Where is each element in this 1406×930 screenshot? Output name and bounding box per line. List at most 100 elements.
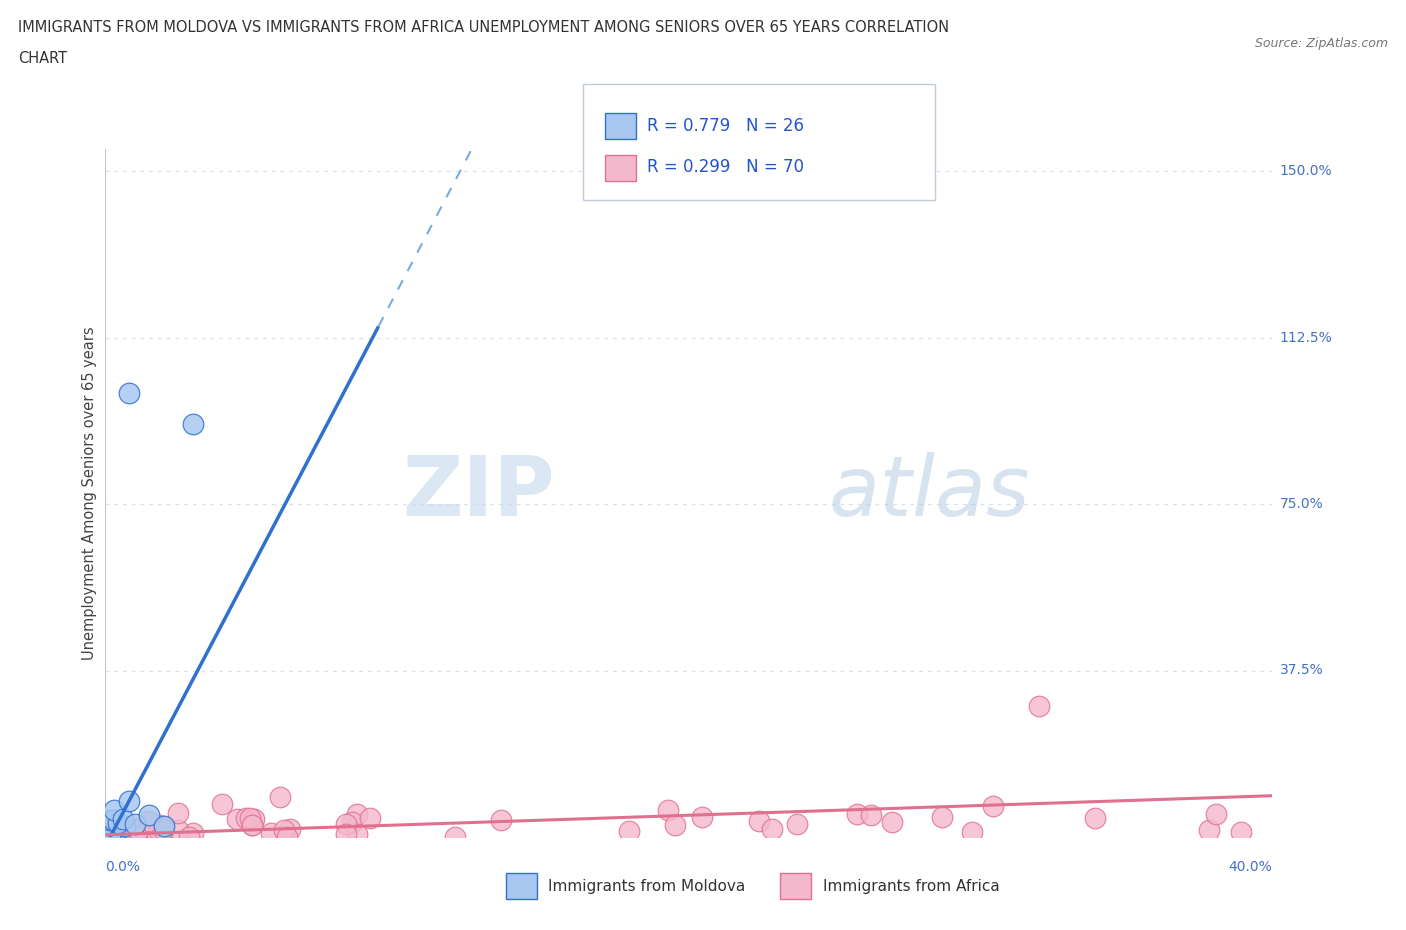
- Point: [444, 830, 467, 844]
- Point: [98, 826, 121, 841]
- Point: [335, 817, 357, 831]
- Point: [96, 826, 118, 841]
- Point: [111, 823, 134, 838]
- Point: [100, 826, 122, 841]
- Point: [346, 806, 368, 821]
- Text: Immigrants from Moldova: Immigrants from Moldova: [548, 879, 745, 894]
- Point: [148, 817, 170, 832]
- Text: 37.5%: 37.5%: [1279, 663, 1323, 677]
- Point: [1028, 698, 1050, 713]
- Point: [100, 819, 122, 834]
- Point: [97, 827, 120, 842]
- Text: 150.0%: 150.0%: [1279, 164, 1331, 178]
- Point: [114, 819, 136, 834]
- Point: [127, 823, 149, 838]
- Point: [114, 822, 136, 837]
- Point: [107, 819, 129, 834]
- Point: [260, 826, 283, 841]
- Point: [1229, 824, 1251, 839]
- Point: [692, 810, 714, 825]
- Point: [96, 823, 118, 838]
- Point: [181, 825, 204, 840]
- Point: [111, 812, 134, 827]
- Point: [240, 817, 263, 832]
- Point: [243, 812, 266, 827]
- Point: [100, 827, 122, 842]
- Point: [748, 814, 770, 829]
- Text: R = 0.299   N = 70: R = 0.299 N = 70: [647, 158, 804, 177]
- Point: [619, 824, 641, 839]
- Point: [179, 830, 201, 844]
- Point: [103, 830, 125, 844]
- Point: [664, 817, 686, 832]
- Text: 0.0%: 0.0%: [105, 860, 141, 874]
- Point: [166, 823, 188, 838]
- Text: IMMIGRANTS FROM MOLDOVA VS IMMIGRANTS FROM AFRICA UNEMPLOYMENT AMONG SENIORS OVE: IMMIGRANTS FROM MOLDOVA VS IMMIGRANTS FR…: [18, 20, 949, 35]
- Y-axis label: Unemployment Among Seniors over 65 years: Unemployment Among Seniors over 65 years: [82, 326, 97, 659]
- Point: [273, 822, 295, 837]
- Point: [107, 816, 129, 830]
- Point: [101, 825, 124, 840]
- Point: [100, 829, 122, 844]
- Point: [103, 820, 125, 835]
- Point: [101, 829, 124, 844]
- Point: [1198, 822, 1220, 837]
- Point: [276, 830, 298, 844]
- Point: [278, 821, 301, 836]
- Point: [103, 803, 125, 817]
- Point: [489, 813, 512, 828]
- Point: [131, 819, 153, 834]
- Point: [225, 812, 247, 827]
- Point: [962, 825, 984, 840]
- Text: atlas: atlas: [830, 452, 1031, 534]
- Point: [94, 826, 117, 841]
- Text: 40.0%: 40.0%: [1229, 860, 1272, 874]
- Point: [761, 822, 783, 837]
- Point: [167, 805, 190, 820]
- Text: Source: ZipAtlas.com: Source: ZipAtlas.com: [1254, 37, 1388, 50]
- Point: [657, 803, 679, 817]
- Point: [335, 827, 357, 842]
- Point: [859, 807, 882, 822]
- Point: [269, 790, 292, 804]
- Text: 75.0%: 75.0%: [1279, 497, 1323, 511]
- Point: [138, 807, 160, 822]
- Point: [101, 827, 124, 842]
- Point: [235, 811, 257, 826]
- Point: [98, 828, 121, 843]
- Text: 112.5%: 112.5%: [1279, 330, 1333, 344]
- Point: [983, 799, 1005, 814]
- Text: R = 0.779   N = 26: R = 0.779 N = 26: [647, 116, 804, 135]
- Point: [152, 822, 174, 837]
- Point: [1205, 806, 1227, 821]
- Point: [114, 818, 136, 833]
- Point: [94, 827, 117, 842]
- Point: [125, 829, 148, 844]
- Point: [181, 417, 204, 432]
- Point: [101, 813, 124, 828]
- Point: [101, 826, 124, 841]
- Point: [96, 827, 118, 842]
- Point: [239, 810, 262, 825]
- Point: [845, 807, 868, 822]
- Point: [96, 828, 118, 843]
- Point: [150, 827, 173, 842]
- Point: [211, 796, 233, 811]
- Point: [120, 822, 142, 837]
- Point: [124, 817, 146, 831]
- Point: [98, 829, 121, 844]
- Point: [98, 813, 121, 828]
- Point: [138, 814, 160, 829]
- Point: [101, 824, 124, 839]
- Point: [112, 820, 135, 835]
- Point: [152, 818, 174, 833]
- Text: ZIP: ZIP: [402, 452, 555, 534]
- Point: [1084, 810, 1107, 825]
- Point: [882, 815, 904, 830]
- Point: [240, 817, 263, 832]
- Point: [786, 817, 808, 831]
- Point: [346, 826, 368, 841]
- Text: CHART: CHART: [18, 51, 67, 66]
- Point: [98, 825, 121, 840]
- Text: Immigrants from Africa: Immigrants from Africa: [823, 879, 1000, 894]
